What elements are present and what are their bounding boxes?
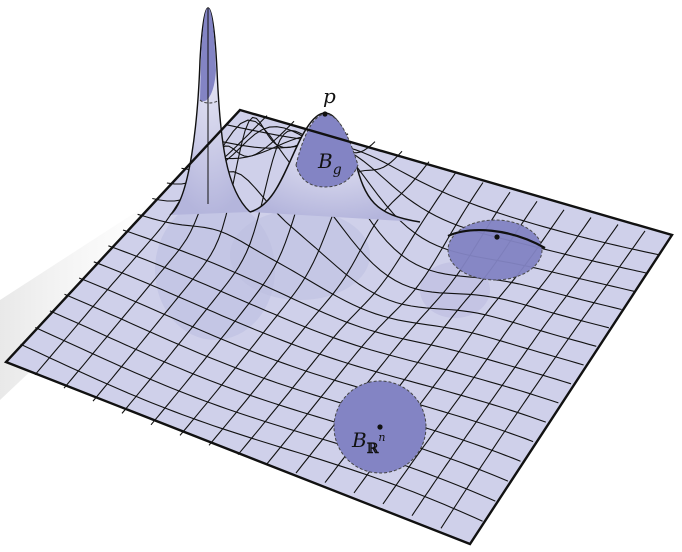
- plane-border: [3, 108, 674, 546]
- grid-line-v: [122, 229, 572, 385]
- saddle-ridge: [447, 229, 546, 249]
- grid-line-u: [411, 224, 619, 517]
- label-brn-main: B: [351, 428, 367, 452]
- grid-line-v: [49, 310, 509, 482]
- label-brn-sub: ℝ: [367, 441, 380, 457]
- grid-line-u: [266, 182, 484, 465]
- grid-line-v: [108, 245, 559, 404]
- saddle-disk: [447, 219, 543, 281]
- grid-line-v: [20, 343, 483, 522]
- euclidean-center-dot: [377, 424, 383, 430]
- base-plane: [6, 110, 672, 544]
- grid-line-v: [78, 277, 534, 443]
- grid-line-v: [64, 293, 521, 462]
- svg-text:Bℝn: Bℝn: [351, 428, 385, 457]
- label-brn-sup: n: [378, 431, 385, 444]
- bump-ball-g: [295, 113, 359, 188]
- label-bg-main: B: [317, 149, 333, 173]
- plane-shade-mid: [230, 210, 370, 300]
- label-bg-sub: g: [333, 162, 342, 178]
- grid-line-v: [35, 327, 496, 502]
- grid-line-u: [382, 217, 592, 505]
- svg-text:Bg: Bg: [317, 149, 342, 178]
- grid-line-u: [440, 230, 646, 529]
- point-p-dot: [322, 111, 328, 117]
- spike-cap-rim: [199, 99, 220, 104]
- saddle-point-dot: [494, 234, 500, 240]
- grid-line-v: [93, 261, 546, 423]
- label-p: p: [323, 84, 336, 108]
